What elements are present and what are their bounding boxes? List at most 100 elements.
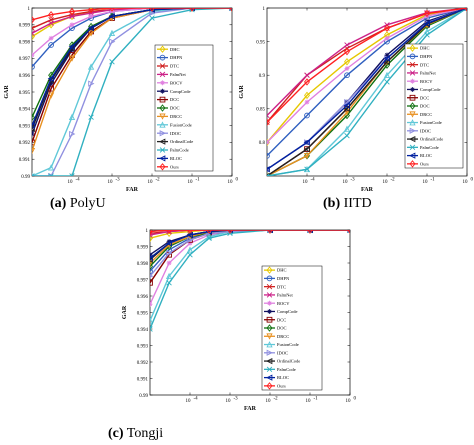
point-palmcode xyxy=(267,173,270,176)
legend-marker xyxy=(409,119,416,126)
caption-name: IITD xyxy=(343,196,372,211)
point-ordinalcode xyxy=(303,145,310,153)
x-tick-exponent: -4 xyxy=(76,178,81,183)
caption-name: Tongji xyxy=(126,426,164,441)
legend-label: BOCV xyxy=(277,301,290,306)
point-rloc xyxy=(266,230,273,234)
point-compcode xyxy=(384,52,390,58)
x-tick-label: 10 xyxy=(343,180,349,185)
x-tick-label: 10 xyxy=(226,399,232,404)
point-palmcode xyxy=(88,114,94,120)
y-tick-label: 0.996 xyxy=(19,74,31,79)
y-tick-label: 0.99 xyxy=(21,175,30,180)
series-line-dhc xyxy=(267,8,467,143)
point-dhc xyxy=(344,58,350,66)
x-tick-exponent: -3 xyxy=(234,397,239,402)
point-palmnet xyxy=(344,42,350,48)
x-tick-label: 10 xyxy=(463,180,469,185)
legend-label: DRCC xyxy=(170,114,182,119)
series-line-dtc xyxy=(32,8,232,29)
series-line-palmnet xyxy=(32,8,232,34)
y-tick-label: 0.95 xyxy=(256,40,265,45)
y-tick-label: 0.997 xyxy=(137,278,149,283)
series-line-rloc xyxy=(150,230,350,259)
y-tick-label: 0.999 xyxy=(137,245,149,250)
series-line-idoc xyxy=(150,230,350,277)
legend-marker xyxy=(160,80,165,86)
point-ours xyxy=(189,8,195,12)
point-bocv xyxy=(187,240,193,246)
y-tick-label: 0.996 xyxy=(137,295,149,300)
legend-label: RLOC xyxy=(170,156,182,161)
legend-label: CompCode xyxy=(420,87,441,92)
point-dhc xyxy=(32,32,35,41)
series-line-palmcode xyxy=(32,8,232,176)
x-tick-exponent: -3 xyxy=(351,178,356,183)
panel-iitd: 0.8 0.85 0.9 0.95 1 10 -4 10 -3 10 -2 10 -1 10 0 FAR GAR… xyxy=(237,0,474,222)
series-line-bocv xyxy=(267,8,467,143)
point-idoc xyxy=(69,130,76,138)
series-group xyxy=(150,230,350,332)
point-bocv xyxy=(267,140,270,145)
point-dhc xyxy=(304,91,310,100)
point-fusioncode xyxy=(343,125,351,132)
point-ordinalcode xyxy=(343,105,350,112)
x-tick-exponent: 0 xyxy=(471,178,474,183)
legend-label: PalmNet xyxy=(170,72,186,77)
point-doc xyxy=(32,113,35,121)
x-tick-exponent: -2 xyxy=(156,178,161,183)
caption-letter: (c) xyxy=(108,426,124,441)
legend-label: DTC xyxy=(277,284,286,289)
series-line-ours xyxy=(32,8,232,21)
point-ordinalcode xyxy=(267,172,270,176)
y-tick-label: 0.992 xyxy=(137,361,149,366)
series-line-bocv xyxy=(150,230,350,305)
legend-marker xyxy=(409,160,416,168)
legend-label: RLOC xyxy=(420,153,432,158)
point-ours xyxy=(307,230,313,234)
point-rloc xyxy=(108,13,115,20)
legend-label: DCC xyxy=(277,317,286,322)
point-fusioncode xyxy=(150,317,154,324)
point-bocv xyxy=(88,14,94,19)
legend-marker xyxy=(159,63,166,69)
point-drcc xyxy=(68,55,76,62)
legend-label: PalmNet xyxy=(277,293,293,298)
legend-label: DHC xyxy=(420,46,430,51)
point-dhpn xyxy=(304,112,310,119)
legend-marker xyxy=(159,104,166,112)
legend-label: DHC xyxy=(170,47,180,52)
legend-label: FusionCode xyxy=(277,342,299,347)
legend-label: PalmCode xyxy=(420,145,439,150)
x-axis-label: FAR xyxy=(244,406,257,412)
panel-polyu: 0.99 0.991 0.992 0.993 0.994 0.995 0.996 0.997 0… xyxy=(0,0,239,222)
x-axis-label: FAR xyxy=(126,187,139,193)
point-idoc xyxy=(48,172,55,176)
series-line-palmnet xyxy=(150,230,350,236)
legend-marker xyxy=(266,316,273,323)
x-tick-label: 10 xyxy=(68,180,74,185)
legend-marker xyxy=(409,127,416,134)
series-line-doc xyxy=(150,230,350,267)
legend-label: DCC xyxy=(420,95,429,100)
legend-marker xyxy=(409,152,416,159)
point-dcc xyxy=(150,279,153,286)
x-tick-exponent: -1 xyxy=(314,397,319,402)
point-doc xyxy=(150,262,153,271)
legend-marker xyxy=(266,357,273,365)
legend-label: OrdinalCode xyxy=(277,359,300,364)
point-dhpn xyxy=(48,42,54,48)
x-tick-label: 10 xyxy=(383,180,389,185)
point-palmcode xyxy=(109,59,115,65)
point-ours xyxy=(227,230,233,234)
point-bocv xyxy=(32,52,35,58)
legend-marker xyxy=(159,45,166,53)
point-palmcode xyxy=(384,79,390,85)
point-ordinalcode xyxy=(32,125,35,133)
legend-marker xyxy=(409,135,416,143)
point-drcc xyxy=(32,147,36,155)
y-tick-label: 0.8 xyxy=(259,141,266,146)
legend-label: PalmNet xyxy=(420,71,436,76)
legend-marker xyxy=(266,275,273,282)
legend-label: FusionCode xyxy=(170,122,192,127)
